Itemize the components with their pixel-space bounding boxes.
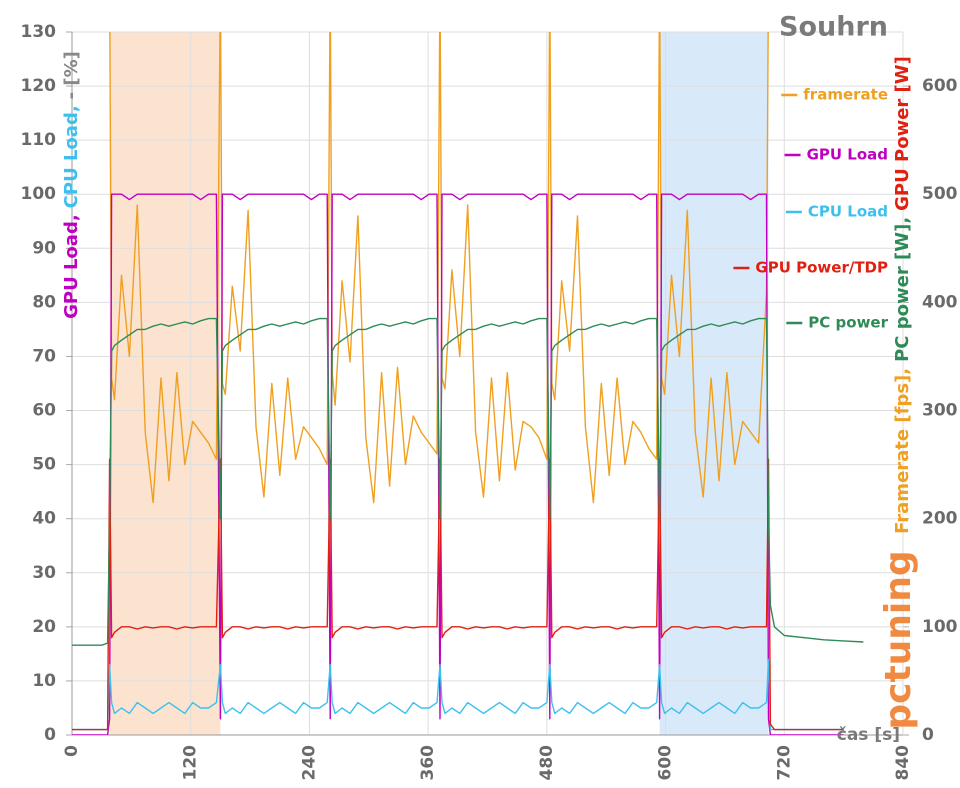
y-tick-label: 110 [21, 130, 57, 150]
x-tick-label: 480 [537, 745, 557, 781]
series-line [72, 193, 844, 735]
y2-tick-label: 0 [922, 725, 934, 745]
watermark: pctuning [878, 550, 919, 729]
y-tick-label: 120 [21, 76, 57, 96]
y-tick-label: 90 [32, 238, 56, 258]
y2-axis-title: Framerate [fps], PC power [W], GPU Power [… [892, 56, 913, 534]
y-tick-label: 100 [21, 184, 57, 204]
chart-title: Souhrn [779, 12, 888, 43]
y-tick-label: 20 [32, 617, 56, 637]
legend-label: GPU Load [807, 146, 888, 164]
y-tick-label: 50 [32, 455, 56, 475]
y-tick-label: 60 [32, 401, 56, 421]
y2-tick-label: 300 [922, 401, 958, 421]
y2-tick-label: 200 [922, 509, 958, 529]
axis-title-part: - [%] [61, 51, 82, 99]
x-tick-label: 0 [62, 745, 82, 757]
y-tick-label: 80 [32, 292, 56, 312]
x-axis-title: čas [s] [837, 725, 900, 745]
series-line [72, 458, 844, 731]
highlight-range [659, 32, 769, 735]
y2-tick-label: 600 [922, 76, 958, 96]
x-tick-label: 720 [774, 745, 794, 781]
axis-title-part: GPU Load, [61, 214, 82, 319]
axis-title-part: GPU Power [W] [892, 56, 913, 211]
series-line [72, 317, 864, 646]
x-tick-label: 600 [656, 745, 676, 781]
axis-title-part: PC power [W], [892, 217, 913, 362]
labels: 0 10 20 30 40 50 60 70 80 90 100 110 120 130 0 100 200 30… [21, 22, 958, 781]
y-tick-label: 0 [44, 725, 56, 745]
y-tick-label: 40 [32, 509, 56, 529]
x-tick-label: 120 [181, 745, 201, 781]
lines [72, 32, 864, 735]
y-axis-title: GPU Load, CPU Load, - [%] [61, 51, 82, 319]
y-tick-label: 10 [32, 671, 56, 691]
y-tick-label: 30 [32, 563, 56, 583]
y2-tick-label: 500 [922, 184, 958, 204]
legend-label: framerate [803, 86, 888, 104]
y-tick-label: 130 [21, 22, 57, 42]
legend-label: CPU Load [808, 203, 888, 221]
background-layer [109, 32, 769, 735]
y2-tick-label: 100 [922, 617, 958, 637]
x-tick-label: 240 [299, 745, 319, 781]
legend-label: PC power [808, 314, 888, 332]
x-tick-label: 840 [893, 745, 913, 781]
y-tick-label: 70 [32, 346, 56, 366]
y2-tick-label: 400 [922, 292, 958, 312]
x-tick-label: 360 [418, 745, 438, 781]
highlight-range [109, 32, 221, 735]
axis-title-part: Framerate [fps], [892, 368, 913, 534]
series-line [72, 658, 844, 731]
axis-title-part: CPU Load, [61, 105, 82, 208]
legend-label: GPU Power/TDP [755, 259, 888, 277]
